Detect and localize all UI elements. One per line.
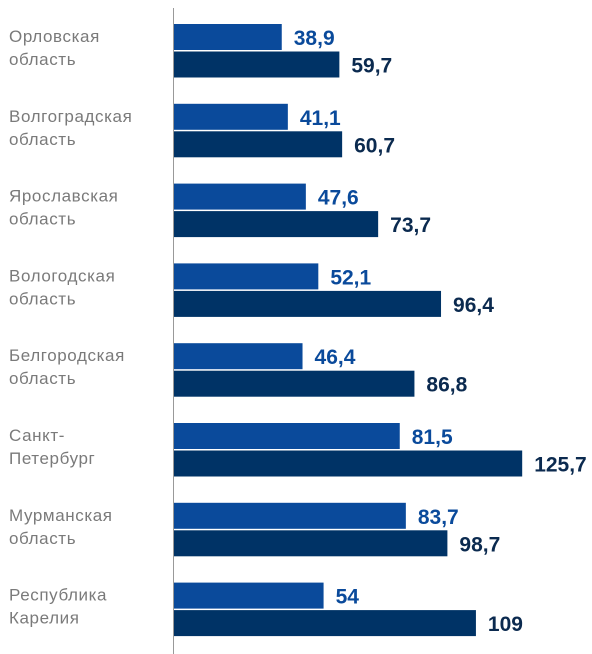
value-label-series-1: 47,6 bbox=[318, 187, 359, 210]
value-label-series-2: 96,4 bbox=[453, 294, 494, 317]
category-label: Вологодская bbox=[9, 266, 115, 285]
category-label: область bbox=[9, 529, 76, 548]
bar-series-2 bbox=[174, 290, 442, 317]
bar-series-1 bbox=[174, 24, 282, 50]
category-label: Петербург bbox=[9, 449, 95, 468]
category-label: Мурманская bbox=[9, 506, 113, 525]
bar-series-2 bbox=[174, 610, 476, 637]
bar-series-1 bbox=[174, 582, 324, 609]
bar-series-2 bbox=[174, 530, 448, 557]
category-label: Орловская bbox=[9, 27, 100, 46]
category-label: Волгоградская bbox=[9, 107, 132, 126]
value-label-series-1: 46,4 bbox=[315, 346, 356, 369]
category-label: область bbox=[9, 289, 76, 308]
value-label-series-1: 54 bbox=[336, 586, 360, 609]
category-label: Карелия bbox=[9, 609, 80, 628]
category-label: Ярославская bbox=[9, 187, 118, 206]
bar-series-2 bbox=[174, 370, 415, 397]
value-label-series-1: 52,1 bbox=[330, 266, 371, 289]
bar-series-1 bbox=[174, 103, 288, 130]
category-label: область bbox=[9, 369, 76, 388]
bar-series-2 bbox=[174, 131, 343, 158]
value-label-series-1: 83,7 bbox=[418, 506, 459, 529]
category-label: Санкт- bbox=[9, 426, 65, 445]
category-label: Белгородская bbox=[9, 346, 125, 365]
value-label-series-2: 86,8 bbox=[426, 374, 467, 397]
bar-series-2 bbox=[174, 450, 523, 477]
bar-series-1 bbox=[174, 263, 319, 290]
value-label-series-2: 73,7 bbox=[390, 214, 431, 237]
bar-series-1 bbox=[174, 502, 406, 529]
bar-series-1 bbox=[174, 183, 306, 210]
value-label-series-2: 60,7 bbox=[354, 134, 395, 157]
value-label-series-2: 109 bbox=[488, 613, 523, 636]
value-label-series-2: 98,7 bbox=[459, 533, 500, 556]
value-label-series-1: 81,5 bbox=[412, 426, 453, 449]
bars-group bbox=[174, 24, 523, 637]
category-label: область bbox=[9, 210, 76, 229]
value-label-series-1: 38,9 bbox=[294, 27, 335, 50]
bar-series-2 bbox=[174, 211, 379, 238]
value-label-series-2: 125,7 bbox=[534, 454, 587, 477]
bar-series-1 bbox=[174, 423, 400, 449]
bar-series-1 bbox=[174, 343, 303, 370]
value-label-series-2: 59,7 bbox=[351, 55, 392, 78]
category-label: область bbox=[9, 130, 76, 149]
category-label: область bbox=[9, 50, 76, 69]
category-label: Республика bbox=[9, 586, 107, 605]
labels-group: Орловская область 38,9 59,7 Волгоградская обл… bbox=[9, 27, 587, 636]
bar-series-2 bbox=[174, 51, 340, 78]
value-label-series-1: 41,1 bbox=[300, 107, 341, 130]
